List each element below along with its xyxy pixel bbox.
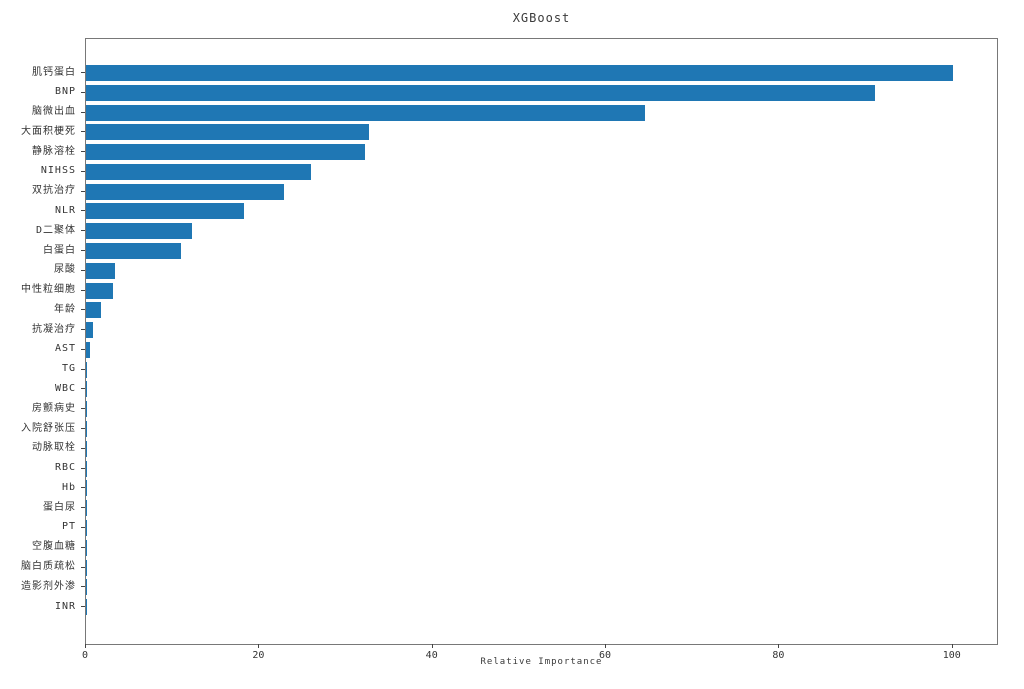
x-axis-label: Relative Importance <box>480 657 603 667</box>
x-tick-mark <box>605 644 607 648</box>
y-tick-label: NIHSS <box>40 165 76 177</box>
y-tick-label: 入院舒张压 <box>21 422 76 434</box>
y-tick-label: 造影剂外渗 <box>21 580 76 592</box>
y-tick-mark <box>81 230 85 232</box>
y-tick-label: 年龄 <box>54 303 76 315</box>
y-tick-mark <box>81 428 85 430</box>
y-tick-label: 动脉取栓 <box>32 442 76 454</box>
bar <box>86 124 369 141</box>
y-tick-label: BNP <box>54 86 76 98</box>
bar <box>86 243 182 260</box>
y-tick-label: Hb <box>61 481 76 493</box>
y-tick-label: AST <box>54 343 76 355</box>
y-tick-mark <box>81 408 85 410</box>
y-tick-mark <box>81 170 85 172</box>
x-tick-label: 0 <box>81 650 89 661</box>
x-tick-mark <box>431 644 433 648</box>
bar <box>86 144 366 161</box>
x-tick-label: 60 <box>599 650 612 661</box>
y-tick-label: NLR <box>54 204 76 216</box>
y-tick-mark <box>81 91 85 93</box>
y-tick-label: 抗凝治疗 <box>32 323 76 335</box>
y-tick-label: 尿酸 <box>54 264 76 276</box>
y-tick-mark <box>81 566 85 568</box>
y-tick-mark <box>81 151 85 153</box>
y-tick-mark <box>81 368 85 370</box>
y-tick-label: 脑白质疏松 <box>21 561 76 572</box>
y-tick-label: RBC <box>54 462 76 474</box>
x-tick-mark <box>951 644 953 648</box>
y-tick-label: 大面积梗死 <box>21 125 76 137</box>
y-tick-mark <box>81 131 85 133</box>
y-tick-mark <box>81 111 85 113</box>
x-tick-label: 100 <box>942 650 961 661</box>
x-tick-mark <box>85 644 86 648</box>
bar <box>86 223 192 240</box>
bar <box>86 163 312 180</box>
y-tick-mark <box>81 487 85 489</box>
y-tick-mark <box>81 606 85 608</box>
bar <box>86 381 87 398</box>
y-tick-label: D二聚体 <box>35 224 76 236</box>
y-tick-mark <box>81 467 85 469</box>
y-tick-label: TG <box>61 363 76 375</box>
x-tick-mark <box>258 644 260 648</box>
y-tick-mark <box>81 72 85 73</box>
y-tick-mark <box>81 309 85 311</box>
y-tick-mark <box>81 388 85 390</box>
y-tick-label: WBC <box>54 382 76 394</box>
bar <box>86 183 284 200</box>
y-tick-mark <box>81 586 85 588</box>
x-tick-label: 80 <box>772 650 785 661</box>
y-tick-mark <box>81 289 85 291</box>
chart-title: XGBoost <box>512 11 571 25</box>
bar <box>86 302 101 319</box>
y-tick-mark <box>81 269 85 271</box>
y-tick-label: PT <box>61 521 76 533</box>
bar <box>86 84 875 101</box>
y-tick-label: 空腹血糖 <box>32 541 76 553</box>
y-tick-mark <box>81 250 85 252</box>
y-tick-mark <box>81 348 85 350</box>
y-tick-mark <box>81 447 85 449</box>
x-tick-mark <box>778 644 780 648</box>
bar <box>86 361 87 378</box>
y-tick-label: 静脉溶栓 <box>32 145 76 157</box>
x-tick-label: 20 <box>252 650 265 661</box>
y-tick-mark <box>81 190 85 192</box>
bar <box>86 322 93 339</box>
bar <box>86 65 953 81</box>
y-tick-mark <box>81 546 85 548</box>
y-tick-label: 蛋白尿 <box>43 501 76 513</box>
bar <box>86 282 113 299</box>
y-tick-mark <box>81 210 85 212</box>
y-tick-label: 中性粒细胞 <box>21 284 76 296</box>
y-tick-mark <box>81 329 85 331</box>
y-tick-label: 房颤病史 <box>32 402 76 414</box>
bar <box>86 341 91 358</box>
plot-area <box>85 38 998 645</box>
bar <box>86 203 244 220</box>
y-tick-mark <box>81 526 85 528</box>
y-tick-label: 白蛋白 <box>43 244 76 256</box>
y-tick-label: 脑微出血 <box>32 106 76 118</box>
bar <box>86 262 115 279</box>
y-tick-label: 双抗治疗 <box>32 185 76 197</box>
y-tick-label: 肌钙蛋白 <box>32 66 76 78</box>
bar <box>86 104 646 121</box>
y-tick-label: INR <box>54 600 76 612</box>
x-tick-label: 40 <box>425 650 438 661</box>
y-tick-mark <box>81 507 85 509</box>
